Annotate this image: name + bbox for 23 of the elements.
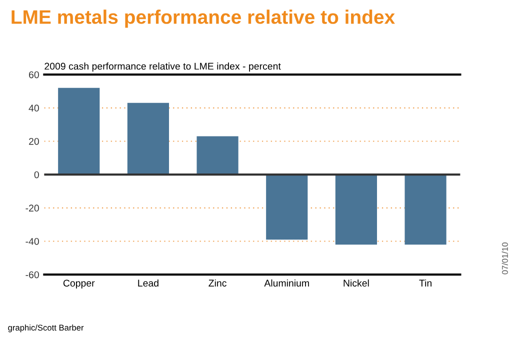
bar	[335, 174, 377, 245]
bar	[58, 88, 100, 175]
bar	[196, 136, 238, 175]
bar	[266, 174, 308, 240]
x-tick-label: Aluminium	[264, 279, 309, 287]
text: graphic/Scott Barber	[8, 324, 84, 332]
bar	[127, 102, 169, 175]
y-tick-label: 0	[34, 171, 39, 178]
y-tick-label: 20	[29, 138, 39, 145]
y-tick-label: 60	[29, 71, 39, 78]
y-tick-label: -60	[26, 271, 39, 278]
bar	[404, 174, 446, 245]
text: 07/01/10	[502, 242, 508, 274]
x-tick-label: Copper	[63, 280, 95, 289]
x-tick-label: Zinc	[208, 279, 226, 287]
x-tick-label: Tin	[419, 279, 432, 286]
y-tick-label: -20	[26, 204, 39, 212]
chart-title: LME metals performance relative to index	[12, 10, 395, 28]
x-tick-label: Nickel	[344, 279, 369, 287]
y-tick-label: 40	[28, 104, 39, 112]
chart-subtitle: 2009 cash performance relative to LME index - percent	[44, 62, 281, 72]
x-tick-label: Lead	[138, 279, 158, 287]
y-tick-label: -40	[26, 238, 39, 245]
